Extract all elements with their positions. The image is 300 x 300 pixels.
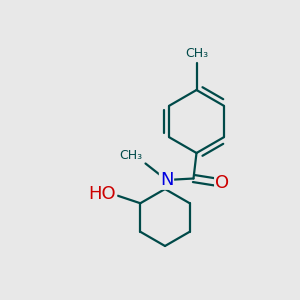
Text: CH₃: CH₃ bbox=[185, 47, 208, 60]
Text: CH₃: CH₃ bbox=[119, 149, 142, 162]
Text: HO: HO bbox=[89, 185, 116, 203]
Text: O: O bbox=[215, 174, 229, 192]
Text: N: N bbox=[160, 171, 173, 189]
